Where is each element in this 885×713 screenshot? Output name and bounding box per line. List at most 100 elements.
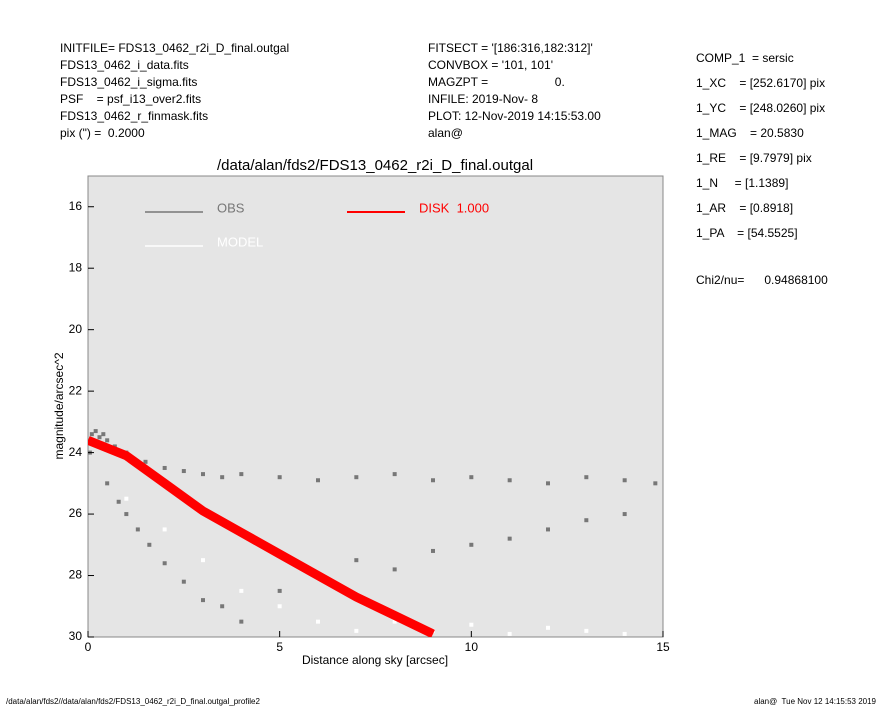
x-axis-label: Distance along sky [arcsec] xyxy=(302,653,448,667)
point xyxy=(546,625,550,630)
point xyxy=(431,478,435,483)
header-middle: INFILE: 2019-Nov- 8 xyxy=(428,92,538,106)
point xyxy=(469,475,474,480)
point xyxy=(277,475,282,480)
point xyxy=(653,481,658,486)
y-tick-label: 16 xyxy=(69,199,83,213)
point xyxy=(277,588,282,593)
point xyxy=(220,604,225,609)
header-right: 1_XC = [252.6170] pix xyxy=(696,76,825,90)
point xyxy=(392,619,397,624)
plot-marks xyxy=(88,429,658,637)
point xyxy=(354,558,359,563)
point xyxy=(147,542,152,547)
point xyxy=(239,588,244,593)
point xyxy=(546,481,550,486)
header-right: 1_PA = [54.5525] xyxy=(696,226,798,240)
footer-left: /data/alan/fds2//data/alan/fds2/FDS13_04… xyxy=(6,697,261,706)
header-middle: PLOT: 12-Nov-2019 14:15:53.00 xyxy=(428,109,601,123)
legend-label: MODEL xyxy=(217,234,263,249)
header-left: FDS13_0462_i_sigma.fits xyxy=(60,75,197,89)
y-tick-label: 18 xyxy=(69,260,83,274)
point xyxy=(162,561,167,566)
point xyxy=(316,619,320,624)
header-left: FDS13_0462_i_data.fits xyxy=(60,58,189,72)
point xyxy=(201,558,205,563)
point xyxy=(143,459,148,464)
point xyxy=(507,478,512,483)
point xyxy=(162,465,167,470)
point xyxy=(201,598,205,603)
plot-area xyxy=(87,175,664,638)
header-middle: MAGZPT = 0. xyxy=(428,75,565,89)
x-tick-label: 10 xyxy=(465,640,479,654)
point xyxy=(93,429,98,434)
y-tick-label: 30 xyxy=(69,629,83,643)
point xyxy=(392,567,397,572)
header-left: INITFILE= FDS13_0462_r2i_D_final.outgal xyxy=(60,41,289,55)
y-axis-label: magnitude/arcsec^2 xyxy=(52,352,66,459)
point xyxy=(201,472,205,477)
point xyxy=(124,512,129,517)
header-middle: alan@ xyxy=(428,126,463,140)
y-tick-label: 24 xyxy=(69,445,83,459)
point xyxy=(239,472,244,477)
y-tick-label: 26 xyxy=(69,506,83,520)
x-tick-label: 0 xyxy=(85,640,92,654)
header-right: 1_MAG = 20.5830 xyxy=(696,126,804,140)
point xyxy=(546,527,550,532)
point xyxy=(277,604,282,609)
point xyxy=(584,628,589,633)
point xyxy=(124,496,129,501)
point xyxy=(584,475,589,480)
point xyxy=(316,478,320,483)
chart-title: /data/alan/fds2/FDS13_0462_r2i_D_final.o… xyxy=(217,157,533,174)
legend-label: OBS xyxy=(217,200,245,215)
point xyxy=(105,438,110,443)
point xyxy=(105,481,110,486)
point xyxy=(584,518,589,523)
header-right: 1_N = [1.1389] xyxy=(696,176,788,190)
y-tick-label: 28 xyxy=(69,568,83,582)
header-left: PSF = psf_i13_over2.fits xyxy=(60,92,201,106)
header-right: 1_YC = [248.0260] pix xyxy=(696,101,825,115)
y-tick-label: 22 xyxy=(69,383,83,397)
chi2: Chi2/nu= 0.94868100 xyxy=(696,273,828,287)
point xyxy=(392,472,397,477)
header-left: pix (") = 0.2000 xyxy=(60,126,145,140)
point xyxy=(354,475,359,480)
point xyxy=(135,527,140,532)
point xyxy=(622,478,627,483)
x-tick-label: 5 xyxy=(276,640,283,654)
point xyxy=(162,527,167,532)
header-right: 1_AR = [0.8918] xyxy=(696,201,793,215)
point xyxy=(622,512,627,517)
point xyxy=(431,548,435,553)
point xyxy=(354,628,359,633)
header-left: FDS13_0462_r_finmask.fits xyxy=(60,109,208,123)
legend-label: DISK 1.000 xyxy=(419,200,489,215)
point xyxy=(469,622,474,627)
footer-right: alan@ Tue Nov 12 14:15:53 2019 xyxy=(754,697,877,706)
point xyxy=(622,631,627,636)
point xyxy=(507,631,512,636)
point xyxy=(181,579,186,584)
point xyxy=(469,542,474,547)
series-line xyxy=(88,436,435,637)
header-right: 1_RE = [9.7979] pix xyxy=(696,151,812,165)
point xyxy=(220,475,225,480)
header-middle: FITSECT = '[186:316,182:312]' xyxy=(428,41,593,55)
point xyxy=(116,499,121,504)
point xyxy=(89,432,94,437)
point xyxy=(101,432,106,437)
point xyxy=(97,435,102,440)
header-middle: CONVBOX = '101, 101' xyxy=(428,58,553,72)
point xyxy=(239,619,244,624)
y-tick-label: 20 xyxy=(69,322,83,336)
point xyxy=(507,536,512,541)
point xyxy=(181,469,186,474)
header-right: COMP_1 = sersic xyxy=(696,51,794,65)
x-tick-label: 15 xyxy=(656,640,670,654)
